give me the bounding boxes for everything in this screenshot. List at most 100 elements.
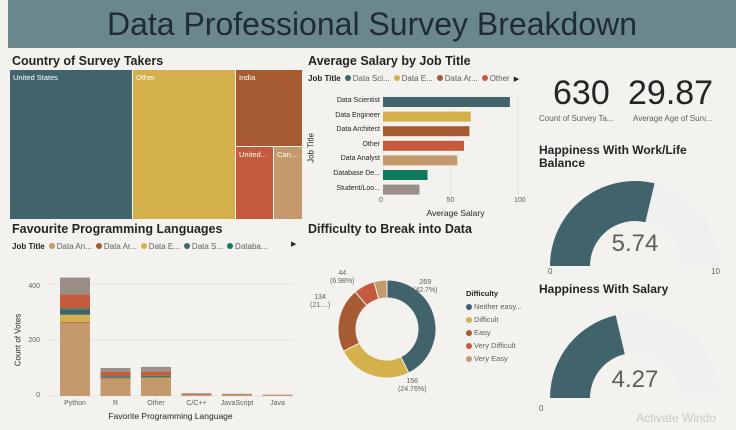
donut-value: 134 xyxy=(314,294,326,301)
languages-ytick: 0 xyxy=(36,392,40,399)
languages-x-tick: Other xyxy=(147,400,165,407)
legend-label: Data S... xyxy=(191,242,224,251)
languages-bar-segment[interactable] xyxy=(100,371,131,377)
legend-next-arrow-icon[interactable]: ▶ xyxy=(513,75,520,83)
languages-legend-item[interactable]: Data S... xyxy=(183,242,224,251)
donut-slice[interactable] xyxy=(373,279,388,300)
legend-label: Easy xyxy=(474,328,491,337)
languages-bar-segment[interactable] xyxy=(60,308,90,310)
activate-windows-watermark: Activate Windo xyxy=(636,411,717,425)
difficulty-legend-item[interactable]: Very Difficult xyxy=(466,339,522,352)
salary-legend-item[interactable]: Data Ar... xyxy=(436,74,478,83)
legend-dot xyxy=(466,329,472,336)
salary-bar[interactable] xyxy=(383,155,458,166)
salary-bar[interactable] xyxy=(383,170,428,180)
salary-bar[interactable] xyxy=(383,140,464,151)
legend-dot xyxy=(481,75,488,81)
languages-legend-item[interactable]: Data Ar... xyxy=(95,242,137,251)
donut-percent: (24.76%) xyxy=(398,386,427,393)
languages-legend-next-icon[interactable]: ▶ xyxy=(291,241,297,248)
salary-category-labels: Data Scientist Data Engineer Data Architec… xyxy=(318,95,380,195)
difficulty-legend-item[interactable]: Easy xyxy=(466,326,522,339)
languages-bar-segment[interactable] xyxy=(141,371,171,376)
languages-bar-segment[interactable] xyxy=(141,376,171,378)
legend-label: Data Ar... xyxy=(444,74,478,83)
salary-legend-item[interactable]: Data Sci... xyxy=(344,74,390,83)
languages-bar-segment[interactable] xyxy=(100,377,131,379)
legend-dot xyxy=(466,342,472,349)
salary-bar[interactable] xyxy=(383,126,470,137)
kpi-count-label: Count of Survey Ta... xyxy=(539,114,614,123)
salary-category-label: Data Scientist xyxy=(336,97,380,104)
languages-bar-segment[interactable] xyxy=(100,368,131,372)
legend-label: Databa... xyxy=(235,242,268,251)
salary-category-label: Data Engineer xyxy=(335,111,380,119)
legend-label: Data Ar... xyxy=(103,242,137,251)
salary-legend: Job Title Data Sci... Data E... Data Ar.… xyxy=(308,74,519,83)
languages-bar-segment[interactable] xyxy=(60,322,90,396)
donut-slice[interactable] xyxy=(386,279,437,374)
salary-x-tick: 0 xyxy=(379,197,383,204)
treemap-india[interactable]: India xyxy=(236,70,302,146)
treemap-united-kingdom[interactable]: United... xyxy=(236,147,273,219)
treemap-canada[interactable]: Can... xyxy=(274,147,302,219)
languages-bar-segment[interactable] xyxy=(222,394,252,395)
treemap-other[interactable]: Other xyxy=(133,70,235,219)
difficulty-legend-item[interactable]: Neither easy... xyxy=(466,300,522,313)
salary-bar[interactable] xyxy=(383,111,471,122)
gauge-salary xyxy=(550,313,720,398)
languages-legend-item[interactable]: Databa... xyxy=(227,242,268,251)
legend-label: Data E... xyxy=(401,74,433,83)
donut-value: 269 xyxy=(419,279,432,286)
languages-x-tick: Python xyxy=(64,400,86,407)
languages-x-tick: Java xyxy=(270,400,285,407)
country-title: Country of Survey Takers xyxy=(12,54,164,68)
languages-bar-segment[interactable] xyxy=(60,314,90,322)
legend-label: Very Difficult xyxy=(474,341,516,350)
languages-legend-item[interactable]: Data E... xyxy=(140,242,180,251)
languages-bar-segment[interactable] xyxy=(60,294,90,309)
languages-bar-segment[interactable] xyxy=(181,394,212,396)
languages-bar-segment[interactable] xyxy=(60,309,90,315)
languages-legend-item[interactable]: Data An... xyxy=(48,242,92,251)
donut-slice[interactable] xyxy=(342,342,410,379)
donut-percent: (42.7%) xyxy=(413,287,438,294)
treemap-united-states[interactable]: United States xyxy=(10,70,132,219)
languages-bar-segment[interactable] xyxy=(60,277,90,295)
languages-bar-segment[interactable] xyxy=(181,394,212,395)
salary-bar[interactable] xyxy=(383,184,420,195)
languages-bar-segment[interactable] xyxy=(141,377,171,379)
languages-bar-segment[interactable] xyxy=(100,378,131,380)
languages-bar-segment[interactable] xyxy=(100,379,131,396)
donut-label-very-difficult: 44 (6.98%) xyxy=(330,270,355,286)
languages-bar-segment[interactable] xyxy=(262,395,293,396)
languages-bar-segment[interactable] xyxy=(100,376,131,378)
languages-bar-segment[interactable] xyxy=(141,375,171,377)
languages-bar-segment[interactable] xyxy=(60,321,90,323)
languages-bar-segment[interactable] xyxy=(141,378,171,380)
salary-x-tick: 100 xyxy=(514,197,526,204)
languages-bar-segment[interactable] xyxy=(141,379,171,396)
difficulty-legend-item[interactable]: Very Easy xyxy=(466,352,522,365)
languages-bar-segment[interactable] xyxy=(141,366,171,372)
languages-bar-segment[interactable] xyxy=(181,393,212,395)
salary-legend-item[interactable]: Data E... xyxy=(393,74,433,83)
salary-bar[interactable] xyxy=(383,97,510,107)
salary-category-label: Data Analyst xyxy=(340,155,380,163)
salary-ylabel: Job Title xyxy=(306,133,316,163)
gauge-worklife-min: 0 xyxy=(548,267,553,276)
difficulty-legend-item[interactable]: Difficult xyxy=(466,313,522,326)
salary-legend-title: Job Title xyxy=(308,74,341,83)
country-treemap[interactable]: United States Other India United... Can.… xyxy=(10,70,302,219)
salary-xlabel: Average Salary xyxy=(426,208,485,218)
languages-bar-segment[interactable] xyxy=(222,394,252,396)
salary-legend-item[interactable]: Other xyxy=(481,74,510,83)
kpi-count-value: 630 xyxy=(553,74,610,112)
languages-title: Favourite Programming Languages xyxy=(12,222,223,236)
salary-title: Average Salary by Job Title xyxy=(308,54,471,68)
languages-x-tick: C/C++ xyxy=(186,400,207,407)
donut-value: 156 xyxy=(406,378,419,385)
languages-ylabel-wrap: Count of Votes xyxy=(10,300,26,380)
languages-bar-segment[interactable] xyxy=(222,393,252,395)
legend-label: Very Easy xyxy=(474,354,508,363)
